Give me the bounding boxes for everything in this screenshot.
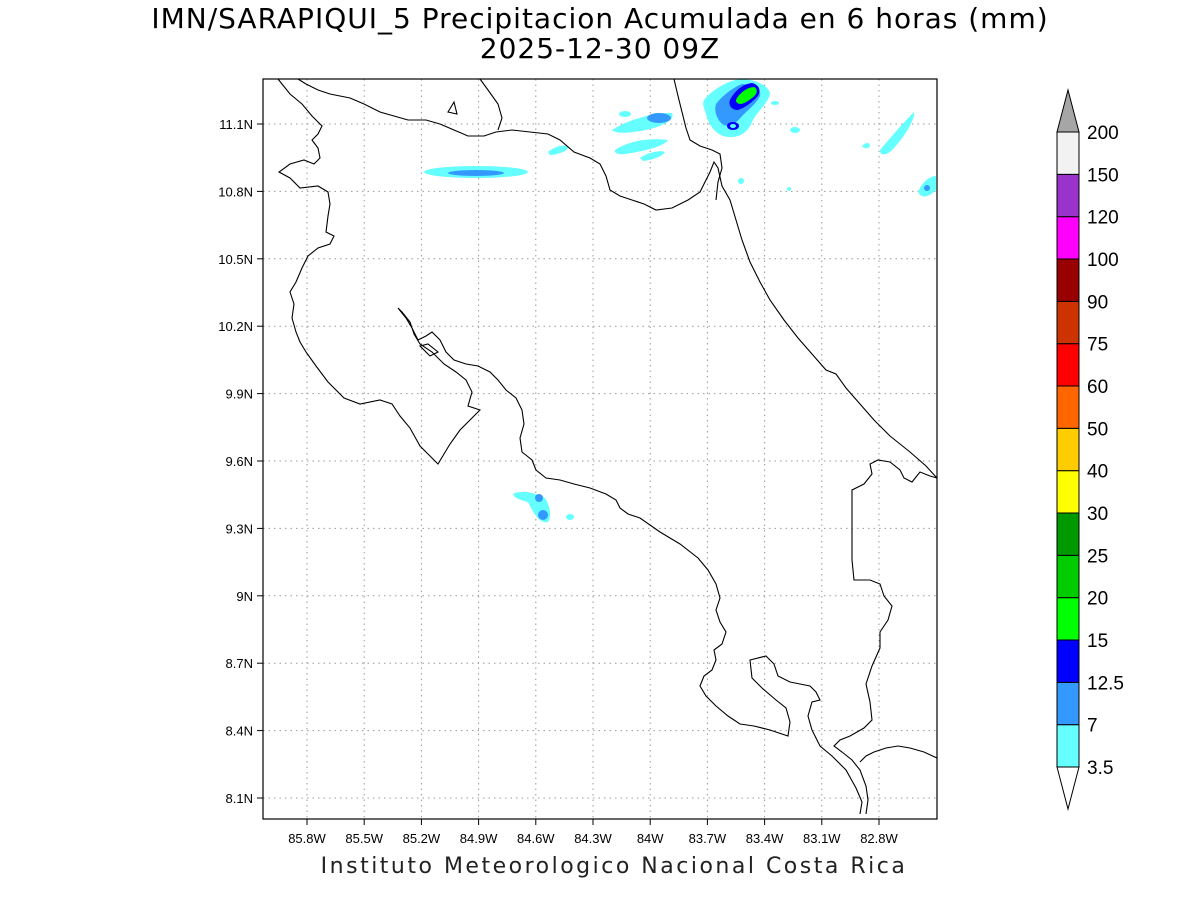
colorbar-segment <box>1056 343 1080 387</box>
coast-segment <box>859 745 938 763</box>
peninsula-coast <box>479 78 503 131</box>
lat-tick-label: 11.1N <box>219 117 253 132</box>
lon-tick-label: 84.9W <box>460 831 498 846</box>
caribbean-coastline <box>297 78 938 479</box>
lat-tick-label: 9.6N <box>226 454 253 469</box>
colorbar-segment <box>1056 470 1080 514</box>
precip-cell <box>535 494 543 502</box>
colorbar-level-label: 30 <box>1087 504 1108 525</box>
colorbar-level-label: 150 <box>1087 165 1119 186</box>
precip-cell <box>614 139 668 155</box>
lat-tick-label: 9.9N <box>226 387 253 402</box>
latitude-labels: 11.1N 10.8N 10.5N 10.2N 9.9N 9.6N 9.3N 9N 8.7N 8.… <box>218 117 263 806</box>
lat-tick-label: 8.1N <box>226 791 253 806</box>
coast-segment <box>833 459 938 815</box>
colorbar-segment <box>1056 597 1080 641</box>
precip-cell <box>730 124 736 128</box>
colorbar-level-label: 12.5 <box>1087 673 1124 694</box>
colorbar-level-label: 100 <box>1087 250 1119 271</box>
lon-tick-label: 84.3W <box>574 831 612 846</box>
plot-area <box>263 79 937 819</box>
precipitation-areas <box>424 79 936 523</box>
map-datetime: 2025-12-30 09Z <box>479 32 721 65</box>
lon-tick-label: 83.1W <box>803 831 841 846</box>
island <box>418 343 440 357</box>
colorbar-level-label: 25 <box>1087 546 1108 567</box>
border-nicaragua <box>673 78 723 201</box>
lon-tick-label: 85.8W <box>288 831 326 846</box>
colorbar-level-label: 3.5 <box>1087 758 1113 779</box>
longitude-labels: 85.8W 85.5W 85.2W 84.9W 84.6W 84.3W 84W 83.7W 83… <box>288 819 899 846</box>
coastlines <box>277 78 938 815</box>
precip-cell <box>538 510 548 520</box>
precip-cell <box>566 514 574 520</box>
colorbar-max-arrow <box>1056 88 1080 133</box>
lat-tick-label: 10.8N <box>218 184 253 199</box>
colorbar-level-label: 90 <box>1087 292 1108 313</box>
colorbar-level-label: 120 <box>1087 208 1119 229</box>
lon-tick-label: 83.7W <box>689 831 727 846</box>
lat-tick-label: 8.4N <box>226 724 253 739</box>
colorbar-level-label: 7 <box>1087 716 1098 737</box>
island <box>447 100 458 115</box>
colorbar-segment <box>1056 131 1080 175</box>
colorbar-segment <box>1056 681 1080 726</box>
colorbar-level-label: 50 <box>1087 419 1108 440</box>
lon-tick-label: 85.5W <box>345 831 383 846</box>
lon-tick-label: 85.2W <box>403 831 441 846</box>
graticule <box>263 79 937 819</box>
lat-tick-label: 9.3N <box>226 521 253 536</box>
colorbar-segment <box>1056 300 1080 345</box>
lat-tick-label: 10.2N <box>218 319 253 334</box>
colorbar-level-label: 60 <box>1087 377 1108 398</box>
precip-cell <box>790 127 800 133</box>
lat-tick-label: 8.7N <box>226 656 253 671</box>
colorbar-level-label: 15 <box>1087 631 1108 652</box>
colorbar: 3.5 7 12.5 15 20 25 30 40 50 60 75 90 100 120 150 200 <box>1056 88 1124 811</box>
precip-cell <box>619 111 631 117</box>
colorbar-segment <box>1056 216 1080 260</box>
colorbar-level-label: 40 <box>1087 462 1108 483</box>
lon-tick-label: 83.4W <box>746 831 784 846</box>
lat-tick-label: 10.5N <box>218 252 253 267</box>
precip-cell <box>548 145 569 155</box>
lat-tick-label: 9N <box>236 589 253 604</box>
colorbar-segment <box>1056 512 1080 556</box>
colorbar-segment <box>1056 173 1080 218</box>
precip-cell <box>448 170 504 176</box>
colorbar-min-arrow <box>1056 766 1080 811</box>
precip-cell <box>880 112 915 155</box>
colorbar-segment <box>1056 427 1080 472</box>
map-title: IMN/SARAPIQUI_5 Precipitacion Acumulada … <box>151 2 1049 35</box>
colorbar-segment <box>1056 258 1080 302</box>
plot-frame <box>262 78 938 820</box>
precip-cell <box>787 187 791 191</box>
precip-cell <box>771 101 779 105</box>
precip-cell <box>738 178 744 184</box>
colorbar-segment <box>1056 385 1080 429</box>
precip-cell <box>862 143 870 149</box>
credit-text: Instituto Meteorologico Nacional Costa R… <box>320 854 908 879</box>
pacific-coastline <box>277 78 863 815</box>
precip-cell <box>647 113 671 123</box>
precip-cell <box>924 185 930 191</box>
precip-cell <box>640 151 665 161</box>
precip-cell <box>736 87 757 104</box>
colorbar-level-label: 20 <box>1087 589 1108 610</box>
colorbar-segment <box>1056 554 1080 599</box>
colorbar-level-label: 75 <box>1087 335 1108 356</box>
lon-tick-label: 84.6W <box>517 831 555 846</box>
colorbar-level-label: 200 <box>1087 123 1119 144</box>
colorbar-segment <box>1056 724 1080 768</box>
lon-tick-label: 84W <box>637 831 664 846</box>
lon-tick-label: 82.8W <box>860 831 898 846</box>
colorbar-segment <box>1056 639 1080 683</box>
